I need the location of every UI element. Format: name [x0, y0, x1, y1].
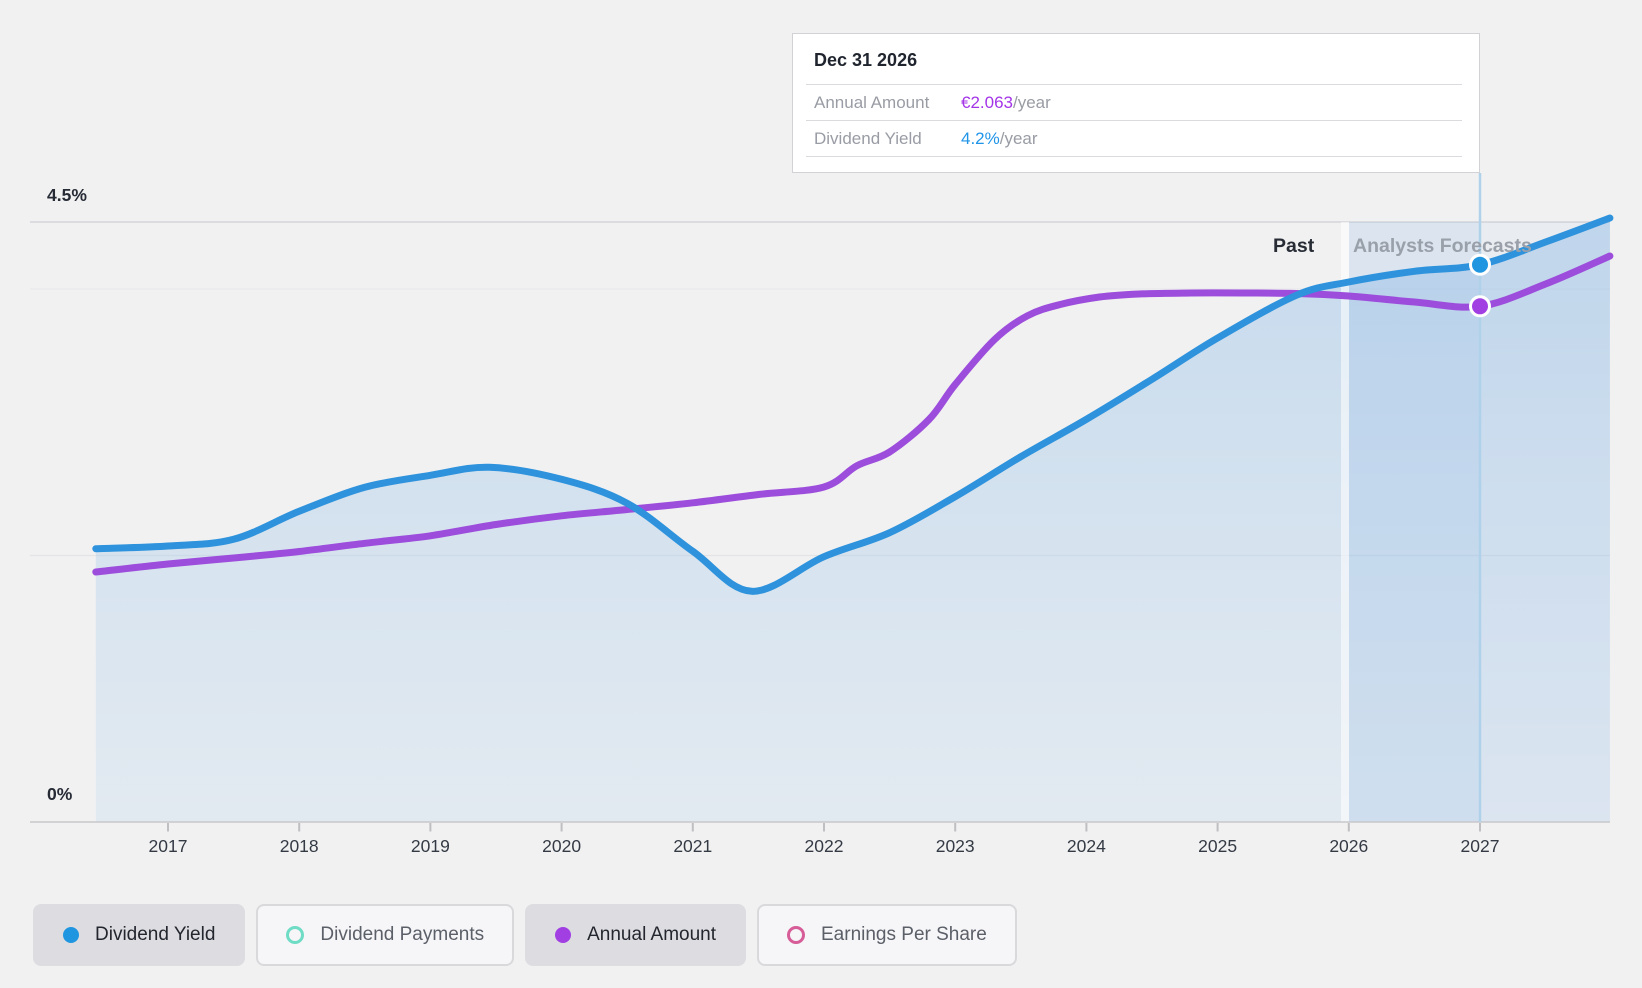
hover-tooltip: Dec 31 2026 Annual Amount €2.063/year Di…	[792, 33, 1480, 173]
legend-label: Annual Amount	[587, 924, 716, 945]
x-axis-label-2020: 2020	[542, 836, 582, 856]
annual-amount-line	[92, 252, 1614, 576]
annual-amount-dot-icon	[555, 927, 572, 943]
tooltip-label: Dividend Yield	[814, 129, 922, 148]
earnings-per-share-ring-icon	[787, 926, 805, 944]
legend-toggle-earnings-per-share[interactable]: Earnings Per Share	[757, 904, 1017, 966]
x-axis-label-2017: 2017	[148, 836, 188, 856]
x-axis-label-2022: 2022	[804, 836, 844, 856]
legend-label: Earnings Per Share	[821, 924, 987, 945]
y-axis-bottom-label: 0%	[47, 784, 73, 804]
y-axis-top-label: 4.5%	[47, 185, 87, 205]
dividend-payments-ring-icon	[286, 926, 305, 944]
dividend-yield-line	[92, 214, 1614, 595]
x-axis-label-2027: 2027	[1460, 836, 1500, 856]
tooltip-label: Annual Amount	[814, 93, 930, 112]
past-zone-label: Past	[1273, 235, 1315, 257]
x-axis-label-2026: 2026	[1329, 836, 1369, 856]
x-axis-label-2025: 2025	[1198, 836, 1238, 856]
chart-legend: Dividend Yield Dividend Payments Annual …	[33, 904, 1017, 966]
annual-amount-marker-dot	[1469, 295, 1491, 318]
legend-label: Dividend Payments	[320, 924, 485, 945]
forecast-band-tail	[1480, 222, 1610, 822]
tooltip-value: 4.2%/year	[961, 129, 1038, 148]
tooltip-value: €2.063/year	[961, 93, 1051, 112]
forecast-band-hover	[1349, 222, 1480, 822]
dividend-yield-area-fill	[95, 218, 1610, 822]
legend-toggle-annual-amount[interactable]: Annual Amount	[525, 904, 746, 966]
tooltip-row-dividend-yield: Dividend Yield 4.2%/year	[806, 120, 1462, 157]
x-axis-label-2019: 2019	[410, 836, 450, 856]
x-axis-label-2023: 2023	[935, 836, 975, 856]
forecast-divider-strip	[1341, 222, 1349, 822]
x-axis-label-2018: 2018	[279, 836, 319, 856]
forecast-zone-label: Analysts Forecasts	[1353, 235, 1532, 257]
legend-toggle-dividend-yield[interactable]: Dividend Yield	[33, 904, 246, 966]
legend-toggle-dividend-payments[interactable]: Dividend Payments	[256, 904, 515, 966]
x-axis-label-2024: 2024	[1066, 836, 1106, 856]
x-axis-ticks	[167, 823, 1481, 832]
legend-label: Dividend Yield	[95, 924, 216, 945]
x-axis-label-2021: 2021	[673, 836, 713, 856]
tooltip-row-annual-amount: Annual Amount €2.063/year	[806, 84, 1462, 120]
tooltip-date: Dec 31 2026	[814, 50, 918, 70]
dividend-yield-marker-dot	[1469, 253, 1491, 276]
dividend-yield-dot-icon	[63, 927, 79, 943]
